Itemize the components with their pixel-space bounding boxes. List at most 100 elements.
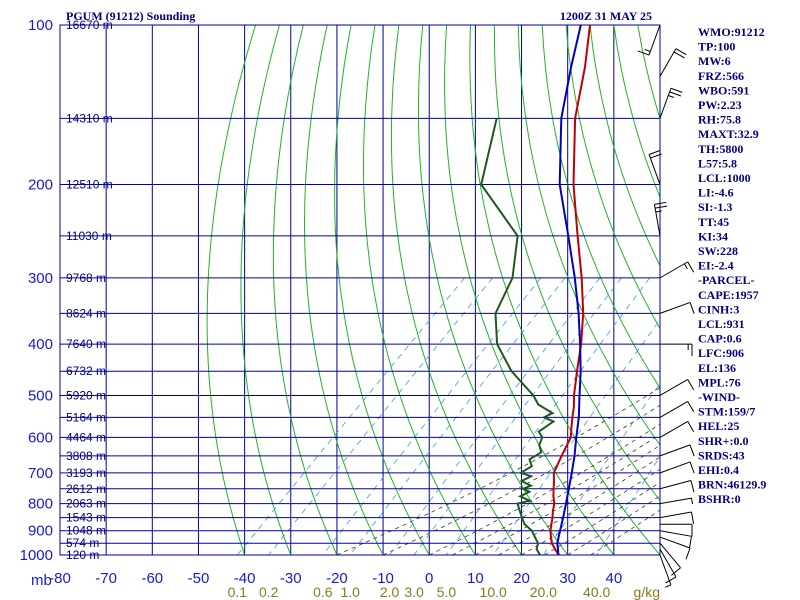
moist-adiabat <box>452 434 660 555</box>
plot-frame <box>59 24 661 556</box>
wind-barb <box>660 343 693 357</box>
wind-barb <box>659 301 695 314</box>
index-line: CINH:3 <box>698 302 739 316</box>
wind-barb-flag <box>650 153 662 159</box>
wind-barb-flag <box>689 461 695 474</box>
mixing-ratio-label: 3.0 <box>404 584 424 600</box>
wind-barb <box>659 536 691 560</box>
wind-barb <box>659 542 681 576</box>
wind-barb <box>659 548 677 584</box>
moist-adiabat <box>498 456 660 555</box>
wind-barb-flag <box>637 50 650 56</box>
wind-barb-staff <box>659 542 681 569</box>
index-line: MPL:76 <box>698 375 741 389</box>
wind-barb <box>653 201 668 236</box>
temperature-line <box>549 25 591 555</box>
wind-barb <box>659 261 695 279</box>
parcel-line <box>556 25 582 555</box>
pressure-tick-label: 100 <box>28 17 53 34</box>
wind-barb <box>659 461 695 474</box>
height-label: 11030 m <box>66 229 112 243</box>
mixing-ratio-line <box>596 456 660 555</box>
wind-barb-staff <box>659 497 692 505</box>
height-label: 16670 m <box>66 18 113 32</box>
wind-barb-staff <box>648 24 661 56</box>
dry-adiabat <box>589 25 660 267</box>
wind-barb <box>659 444 695 457</box>
height-label: 8624 m <box>66 306 106 320</box>
dry-adiabat <box>565 25 660 330</box>
wind-barb-half <box>644 48 651 52</box>
wind-barb-flag <box>669 91 682 97</box>
mixing-ratio-line <box>349 277 566 555</box>
wind-barb-flag <box>689 302 695 314</box>
mixing-ratio-line <box>268 277 493 555</box>
index-line: KI:34 <box>698 229 728 243</box>
wind-barbs <box>637 24 695 588</box>
wind-barb-flag <box>689 444 695 457</box>
temp-tick-label: -70 <box>95 570 117 587</box>
mixing-ratio-label: 0.2 <box>259 584 279 600</box>
wind-barb-flag <box>654 201 667 205</box>
wind-barb-staff <box>659 379 688 396</box>
wind-barb-staff <box>659 548 677 578</box>
mixing-ratio-label: 5.0 <box>437 584 457 600</box>
index-line: TP:100 <box>698 40 735 54</box>
index-line: WMO:91212 <box>698 25 765 39</box>
height-label: 1543 m <box>66 511 106 525</box>
chart-title: PGUM (91212) Sounding <box>66 9 195 23</box>
wind-barb <box>659 400 695 418</box>
index-line: SI:-1.3 <box>698 200 732 214</box>
height-label: 9768 m <box>66 271 106 285</box>
height-label: 2063 m <box>66 497 106 511</box>
mixing-ratio-line <box>322 277 542 555</box>
wind-barb-staff <box>659 530 692 537</box>
mixing-ratio-label: 0.6 <box>313 584 333 600</box>
wind-barb <box>660 523 693 537</box>
index-line: EL:136 <box>698 361 736 375</box>
wind-barb-staff <box>659 480 692 490</box>
wind-barb-staff <box>659 88 672 119</box>
temp-tick-label: -20 <box>326 570 348 587</box>
moist-adiabat <box>429 423 660 555</box>
wind-barb-flag <box>648 149 661 155</box>
pressure-tick-label: 900 <box>28 523 53 540</box>
index-line: TH:5800 <box>698 142 743 156</box>
height-label: 6732 m <box>66 364 106 378</box>
wind-barb-staff <box>648 154 661 185</box>
height-label: 574 m <box>66 536 99 550</box>
index-line: RH:75.8 <box>698 113 741 127</box>
temp-tick-label: -80 <box>49 570 71 587</box>
mixing-ratio-label: 20.0 <box>530 584 557 600</box>
pressure-tick-label: 600 <box>28 429 53 446</box>
temp-tick-label: 0 <box>425 570 433 587</box>
dewpoint-line <box>480 118 556 555</box>
wind-barb-flag <box>687 421 695 433</box>
wind-barb <box>659 87 683 119</box>
index-line: BSHR:0 <box>698 492 741 506</box>
wind-barb-flag <box>690 480 695 493</box>
wind-barb-staff <box>659 420 688 438</box>
wind-barb-staff <box>653 204 661 236</box>
dry-adiabat <box>390 25 522 555</box>
index-line: MAXT:32.9 <box>698 127 759 141</box>
wind-barb-half <box>655 210 662 213</box>
pressure-tick-label: 200 <box>28 177 53 194</box>
temp-tick-label: 20 <box>513 570 530 587</box>
pressure-tick-label: 700 <box>28 465 53 482</box>
plot-area <box>60 25 660 555</box>
wind-barb-staff <box>659 301 691 314</box>
height-label: 120 m <box>66 548 99 562</box>
wind-barb-half <box>665 584 672 588</box>
dry-adiabat <box>303 25 384 555</box>
moist-adiabat <box>544 481 660 555</box>
pressure-tick-label: 300 <box>28 270 53 287</box>
index-line: LCL:931 <box>698 317 745 331</box>
index-line: EI:-2.4 <box>698 259 734 273</box>
wind-barb-flag <box>688 536 693 549</box>
mixing-ratio-label: 10.0 <box>480 584 507 600</box>
dry-adiabat <box>541 25 660 389</box>
wind-barb-half <box>691 497 694 505</box>
